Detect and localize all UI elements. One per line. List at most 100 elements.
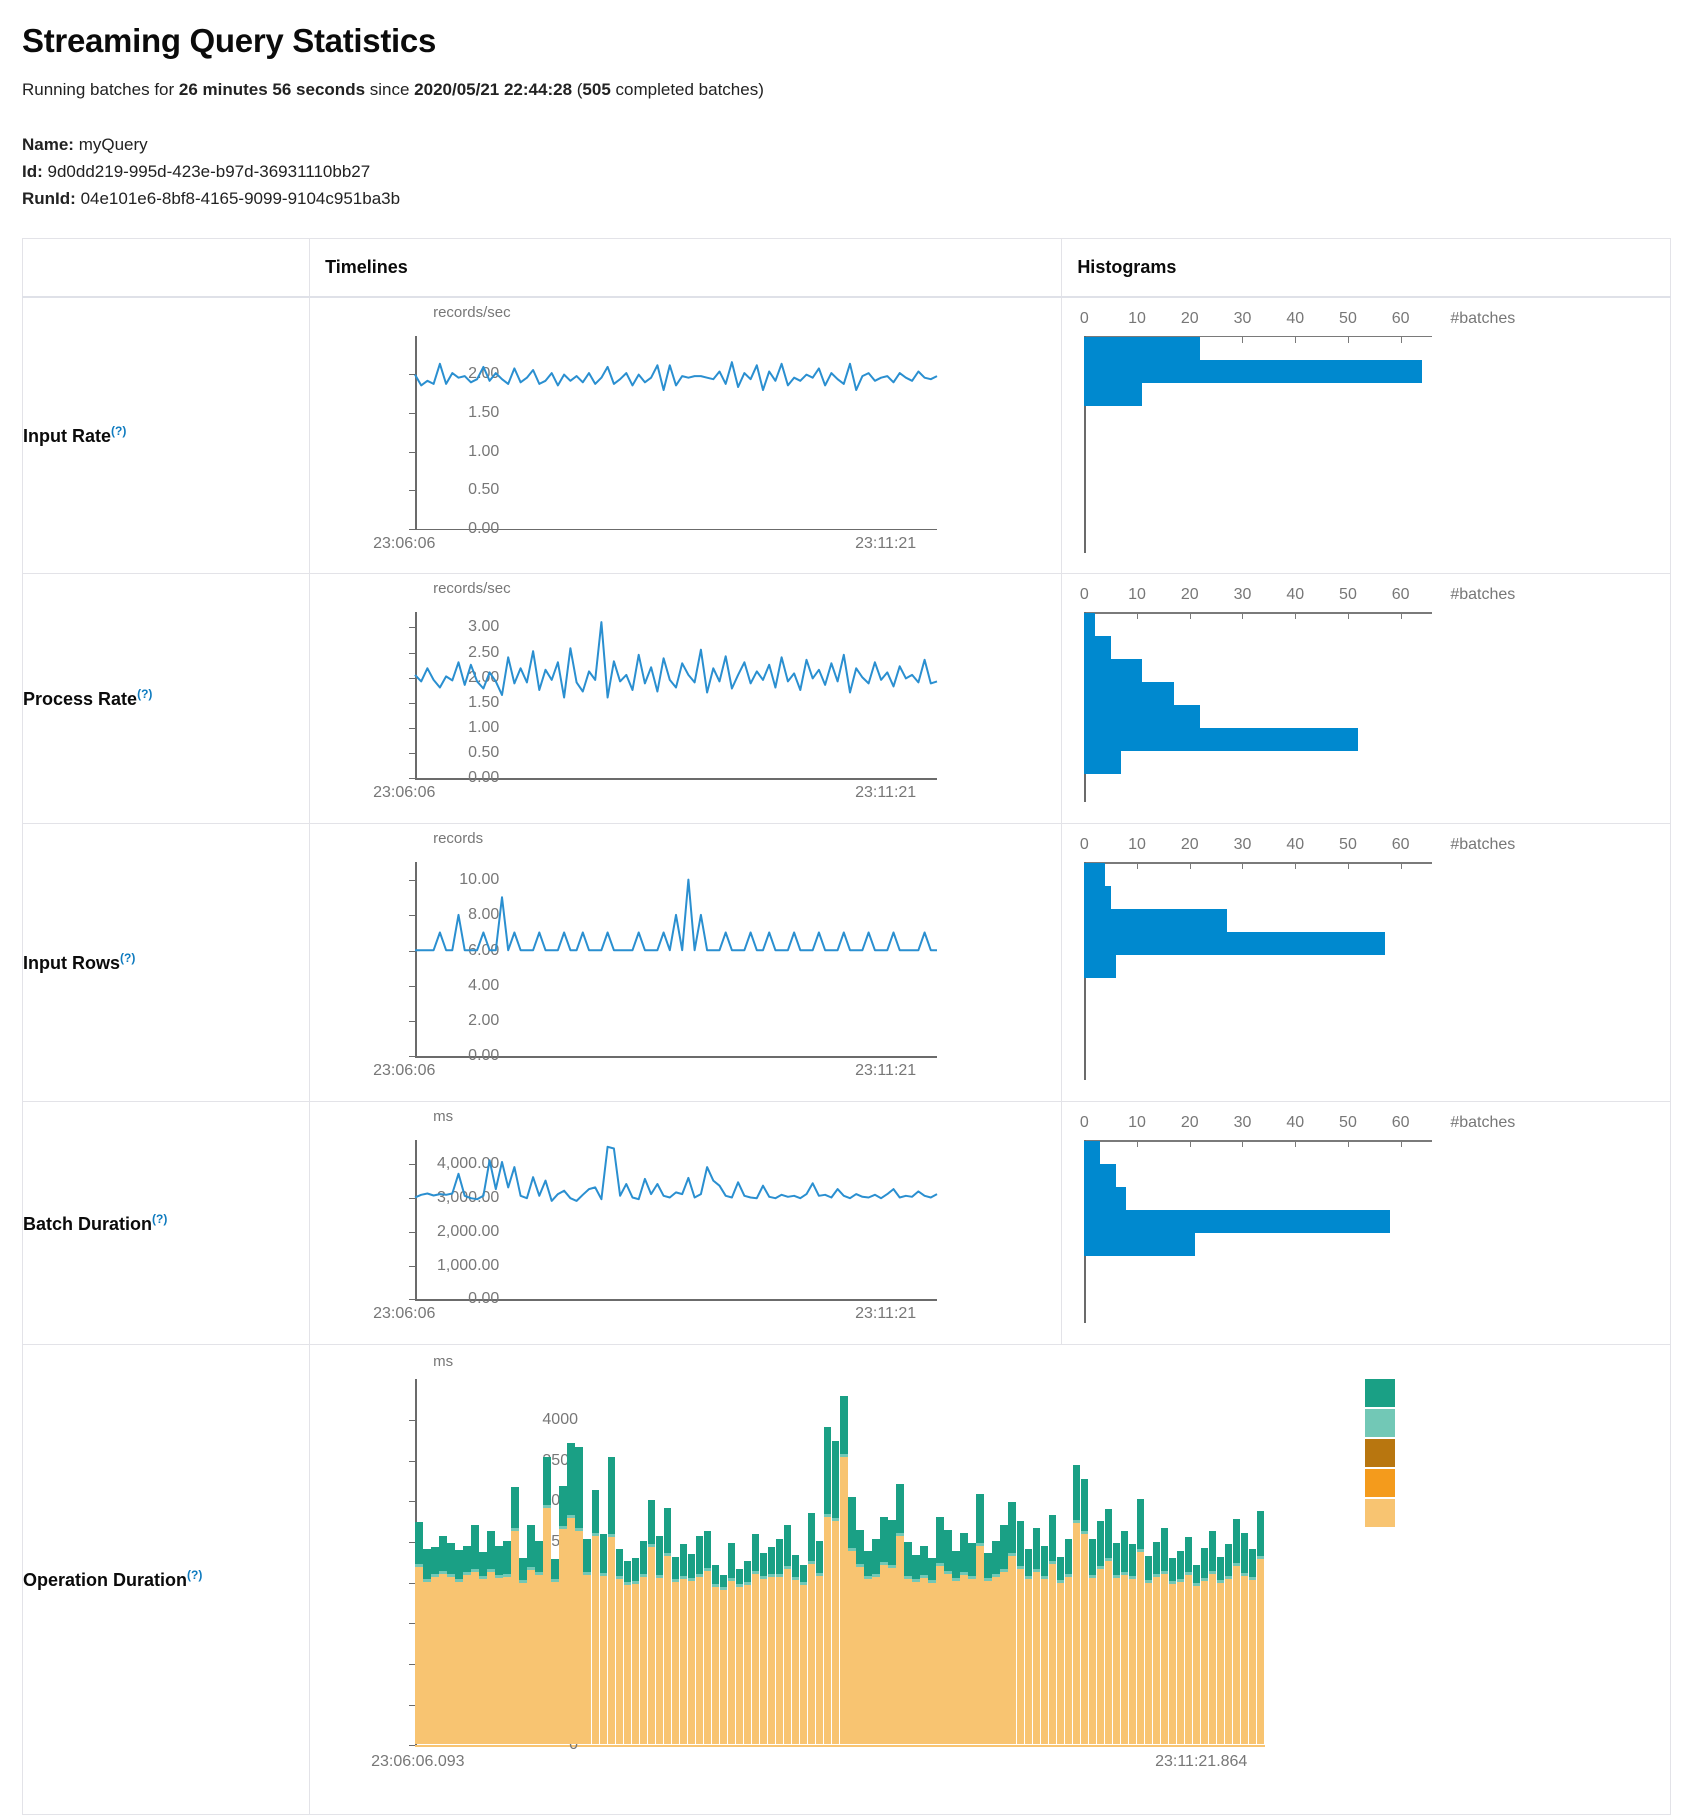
row-label-text: Operation Duration [23, 1570, 188, 1591]
op-seg-walcommit [527, 1524, 535, 1568]
op-seg-walcommit [671, 1557, 680, 1580]
op-unit-label: ms [433, 1353, 454, 1371]
help-icon[interactable]: (?) [187, 1568, 203, 1583]
op-stacked-bar [896, 1484, 904, 1745]
op-stacked-bar [431, 1547, 439, 1745]
op-seg-addbatch [1040, 1579, 1048, 1745]
help-icon[interactable]: (?) [111, 424, 127, 439]
op-seg-addbatch [1144, 1583, 1153, 1745]
op-seg-queryplanning [535, 1572, 543, 1576]
op-stacked-bar [447, 1542, 455, 1745]
op-seg-walcommit [591, 1489, 599, 1534]
op-seg-addbatch [976, 1545, 984, 1745]
op-stacked-bar [479, 1552, 487, 1745]
op-legend[interactable] [1365, 1379, 1396, 1529]
op-seg-addbatch [575, 1531, 583, 1745]
op-stacked-bar [655, 1536, 664, 1745]
op-y-tick [409, 1419, 416, 1421]
op-seg-queryplanning [495, 1574, 503, 1578]
op-seg-addbatch [495, 1577, 503, 1745]
op-seg-addbatch [808, 1563, 816, 1745]
op-seg-addbatch [1200, 1580, 1209, 1745]
histogram-x-tick [1242, 862, 1244, 870]
op-y-tick [409, 1582, 416, 1584]
op-legend-swatch[interactable] [1365, 1439, 1396, 1468]
histogram-x-tick [1347, 1140, 1349, 1148]
op-seg-queryplanning [439, 1570, 447, 1574]
histogram-top-axis [1084, 612, 1433, 614]
op-legend-swatch[interactable] [1365, 1499, 1396, 1528]
op-seg-addbatch [1024, 1579, 1032, 1745]
op-x-axis [415, 1745, 1266, 1747]
help-icon[interactable]: (?) [137, 687, 153, 702]
op-seg-queryplanning [423, 1578, 431, 1582]
histogram-x-tick [1400, 862, 1402, 870]
op-seg-addbatch [1208, 1573, 1217, 1745]
timeline-unit-label: ms [433, 1108, 454, 1126]
histogram-x-tick-label: 30 [1233, 836, 1252, 854]
op-stacked-bar [1128, 1544, 1137, 1745]
histogram-batches-label: #batches [1450, 586, 1516, 604]
op-seg-addbatch [607, 1536, 615, 1745]
op-seg-addbatch [856, 1567, 864, 1745]
timeline-y-tick [409, 950, 416, 952]
op-y-tick-label: 0 [569, 1736, 578, 1754]
op-legend-swatch[interactable] [1365, 1379, 1396, 1408]
op-seg-addbatch [1008, 1555, 1016, 1745]
op-seg-addbatch [1241, 1575, 1249, 1745]
op-seg-addbatch [463, 1575, 471, 1745]
op-seg-queryplanning [1200, 1577, 1209, 1581]
help-icon[interactable]: (?) [152, 1211, 168, 1226]
op-legend-swatch[interactable] [1365, 1409, 1396, 1438]
op-seg-addbatch [1224, 1579, 1233, 1745]
operation-duration-cell: ms0500100015002000250030003500400023:06:… [309, 1344, 1671, 1816]
op-stacked-bar [671, 1557, 680, 1745]
op-seg-addbatch [1072, 1523, 1081, 1745]
op-seg-addbatch [519, 1583, 527, 1745]
timeline-cell: records/sec 0.00 0.50 1.00 1.50 2.00 23:06:06 2… [309, 296, 1063, 575]
op-stacked-bar [1112, 1542, 1121, 1745]
op-seg-queryplanning [751, 1570, 760, 1574]
op-stacked-bar [832, 1440, 840, 1745]
op-seg-queryplanning [519, 1580, 527, 1584]
op-seg-queryplanning [928, 1580, 936, 1584]
op-y-tick [409, 1623, 416, 1625]
op-legend-swatch[interactable] [1365, 1469, 1396, 1498]
op-seg-addbatch [992, 1576, 1000, 1745]
op-seg-queryplanning [872, 1573, 880, 1577]
timeline-y-tick-label: 1.00 [468, 719, 500, 737]
op-stacked-bar [1200, 1548, 1209, 1745]
op-seg-addbatch [751, 1573, 760, 1745]
histogram-cell: 0 10 20 30 40 50 60 #batches [1061, 1101, 1671, 1346]
row-label-cell: Input Rate(?) [21, 296, 311, 575]
histogram-chart: 0 10 20 30 40 50 60 #batches [1062, 298, 1670, 574]
op-seg-walcommit [791, 1554, 800, 1578]
running-duration: 26 minutes 56 seconds [178, 80, 366, 99]
op-seg-walcommit [1064, 1539, 1073, 1574]
op-seg-queryplanning [816, 1572, 824, 1576]
op-seg-queryplanning [775, 1573, 784, 1577]
op-stacked-bar [1080, 1479, 1089, 1745]
op-seg-addbatch [567, 1518, 575, 1745]
histogram-x-tick-label: 40 [1286, 309, 1305, 327]
op-seg-queryplanning [455, 1578, 463, 1582]
op-stacked-bar [567, 1443, 575, 1745]
op-stacked-bar [1088, 1538, 1097, 1745]
op-seg-queryplanning [447, 1573, 455, 1577]
row-label-text: Batch Duration [23, 1213, 153, 1234]
histogram-x-tick-label: 50 [1339, 836, 1357, 854]
op-seg-walcommit [1112, 1542, 1121, 1576]
timeline-y-tick-label: 10.00 [459, 871, 500, 888]
op-stacked-bar [799, 1565, 808, 1745]
op-seg-queryplanning [1233, 1563, 1241, 1567]
timeline-series-line [414, 621, 938, 699]
op-seg-walcommit [639, 1540, 648, 1574]
col-header-blank [21, 238, 311, 298]
op-seg-addbatch [1000, 1571, 1008, 1745]
timeline-y-tick-label: 1,000.00 [437, 1256, 500, 1274]
histogram-x-tick-label: 50 [1339, 586, 1357, 604]
op-seg-queryplanning [1128, 1576, 1137, 1580]
open-paren: ( [572, 80, 583, 99]
timeline-y-tick [409, 528, 416, 530]
help-icon[interactable]: (?) [120, 951, 136, 966]
